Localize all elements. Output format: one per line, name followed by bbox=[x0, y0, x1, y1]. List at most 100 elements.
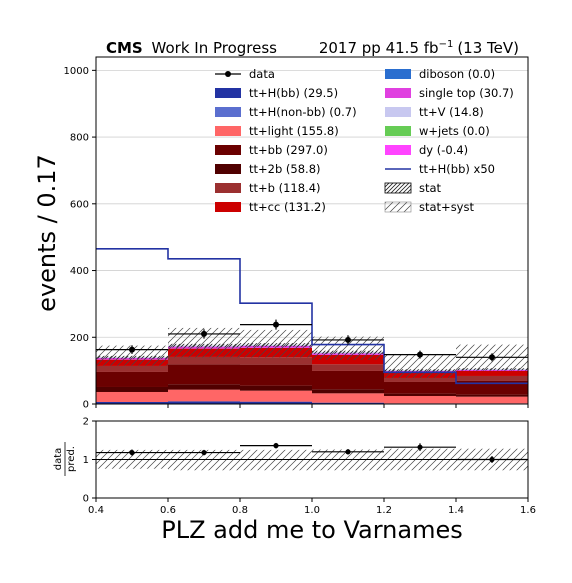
legend-hatch-swatch bbox=[385, 183, 411, 193]
legend-label: tt+cc (131.2) bbox=[249, 200, 326, 214]
ratio-point-marker bbox=[273, 443, 278, 448]
legend-entry-left-2: tt+H(non-bb) (0.7) bbox=[215, 105, 357, 119]
y-tick-label-2: 400 bbox=[70, 266, 89, 277]
legend-color-swatch bbox=[385, 88, 411, 98]
legend-color-swatch bbox=[215, 88, 241, 98]
ratio-y-tick-label-1: 1 bbox=[83, 455, 89, 466]
stack-bar-4-3 bbox=[312, 364, 384, 371]
stack-bar-4-0 bbox=[96, 366, 168, 372]
legend-hatch-swatch bbox=[385, 202, 411, 212]
legend-entry-left-6: tt+b (118.4) bbox=[215, 181, 321, 195]
ratio-y-label-top: data bbox=[53, 448, 64, 471]
stat-band-0 bbox=[96, 356, 168, 359]
stack-bar-1-4 bbox=[384, 396, 456, 403]
legend-label: tt+V (14.8) bbox=[419, 105, 484, 119]
y-tick-label-0: 0 bbox=[83, 400, 89, 411]
legend-label: dy (-0.4) bbox=[419, 143, 468, 157]
ratio-point-marker bbox=[201, 450, 206, 455]
ratio-y-tick-label-0: 0 bbox=[83, 494, 89, 505]
legend-label: diboson (0.0) bbox=[419, 67, 495, 81]
y-tick-label-4: 800 bbox=[70, 133, 89, 144]
stack-bar-5-5 bbox=[456, 371, 528, 376]
legend-label: tt+light (155.8) bbox=[249, 124, 339, 138]
stack-bar-2-1 bbox=[168, 384, 240, 389]
ratio-point-2 bbox=[240, 443, 312, 448]
legend-entry-right-5: tt+H(bb) x50 bbox=[385, 162, 495, 176]
legend-entry-right-3: w+jets (0.0) bbox=[385, 124, 490, 138]
legend-color-swatch bbox=[385, 145, 411, 155]
legend-color-swatch bbox=[385, 107, 411, 117]
y-tick-label-3: 600 bbox=[70, 199, 89, 210]
data-point-marker bbox=[489, 354, 495, 360]
legend-label: tt+H(non-bb) (0.7) bbox=[249, 105, 357, 119]
legend-entry-right-0: diboson (0.0) bbox=[385, 67, 495, 81]
legend-label: tt+H(bb) (29.5) bbox=[249, 86, 338, 100]
stack-bar-3-4 bbox=[384, 382, 456, 394]
legend-color-swatch bbox=[215, 145, 241, 155]
data-point-marker bbox=[201, 331, 207, 337]
ratio-band-2 bbox=[240, 450, 312, 470]
stack-bar-2-4 bbox=[384, 394, 456, 396]
ratio-point-marker bbox=[345, 449, 350, 454]
legend-label: stat bbox=[419, 181, 442, 195]
legend-entry-right-4: dy (-0.4) bbox=[385, 143, 468, 157]
chart-title: CMS Work In Progress bbox=[106, 39, 277, 57]
legend-entry-right-6: stat bbox=[385, 181, 442, 195]
legend-label: tt+bb (297.0) bbox=[249, 143, 328, 157]
y-axis-label: events / 0.17 bbox=[33, 154, 61, 312]
stack-bar-4-2 bbox=[240, 357, 312, 364]
legend-label: single top (30.7) bbox=[419, 86, 514, 100]
x-tick-label-4: 1.2 bbox=[376, 505, 392, 516]
legend-color-swatch bbox=[385, 126, 411, 136]
lumi-label: 2017 pp 41.5 fb−1(13 TeV) bbox=[319, 39, 519, 57]
legend-entry-left-1: tt+H(bb) (29.5) bbox=[215, 86, 338, 100]
stack-bar-3-0 bbox=[96, 372, 168, 387]
legend-label: w+jets (0.0) bbox=[419, 124, 490, 138]
x-tick-label-0: 0.4 bbox=[88, 505, 104, 516]
stat-band-3 bbox=[312, 351, 384, 354]
legend-color-swatch bbox=[385, 69, 411, 79]
legend-label: tt+b (118.4) bbox=[249, 181, 321, 195]
legend-entry-left-3: tt+light (155.8) bbox=[215, 124, 339, 138]
legend-color-swatch bbox=[215, 202, 241, 212]
stack-bar-3-3 bbox=[312, 371, 384, 389]
data-point-2 bbox=[240, 320, 312, 330]
legend-entry-left-5: tt+2b (58.8) bbox=[215, 162, 321, 176]
stack-bar-4-4 bbox=[384, 378, 456, 382]
stack-bar-2-2 bbox=[240, 386, 312, 391]
data-point-marker bbox=[129, 347, 135, 353]
legend-entry-left-0: data bbox=[215, 67, 275, 81]
legend-entry-right-7: stat+syst bbox=[385, 200, 474, 214]
legend-label: data bbox=[249, 67, 275, 81]
stack-bar-4-5 bbox=[456, 376, 528, 381]
x-tick-label-5: 1.4 bbox=[448, 505, 464, 516]
data-point-marker bbox=[273, 322, 279, 328]
legend-data-marker bbox=[225, 71, 231, 77]
data-point-marker bbox=[345, 337, 351, 343]
x-axis-label: PLZ add me to Varnames bbox=[161, 516, 463, 544]
legend-entry-left-7: tt+cc (131.2) bbox=[215, 200, 326, 214]
x-tick-label-2: 0.8 bbox=[232, 505, 248, 516]
x-tick-label-1: 0.6 bbox=[160, 505, 176, 516]
legend-color-swatch bbox=[215, 164, 241, 174]
stat-band-1 bbox=[168, 344, 240, 348]
y-tick-label-1: 200 bbox=[70, 333, 89, 344]
legend-color-swatch bbox=[215, 126, 241, 136]
y-tick-label-5: 1000 bbox=[64, 66, 89, 77]
x-tick-label-6: 1.6 bbox=[520, 505, 536, 516]
stat-band-2 bbox=[240, 343, 312, 347]
ratio-point-marker bbox=[417, 445, 422, 450]
ratio-point-marker bbox=[129, 450, 134, 455]
legend: data tt+H(bb) (29.5) tt+H(non-bb) (0.7) tt+… bbox=[215, 67, 514, 214]
legend-color-swatch bbox=[215, 183, 241, 193]
stack-bar-1-0 bbox=[96, 392, 168, 402]
stack-bar-1-5 bbox=[456, 397, 528, 404]
legend-entry-right-2: tt+V (14.8) bbox=[385, 105, 484, 119]
data-point-marker bbox=[417, 352, 423, 358]
stack-bar-2-5 bbox=[456, 395, 528, 397]
work-in-progress-label: Work In Progress bbox=[152, 39, 278, 57]
legend-label: tt+H(bb) x50 bbox=[419, 162, 495, 176]
legend-color-swatch bbox=[215, 107, 241, 117]
cms-label: CMS bbox=[106, 39, 143, 57]
